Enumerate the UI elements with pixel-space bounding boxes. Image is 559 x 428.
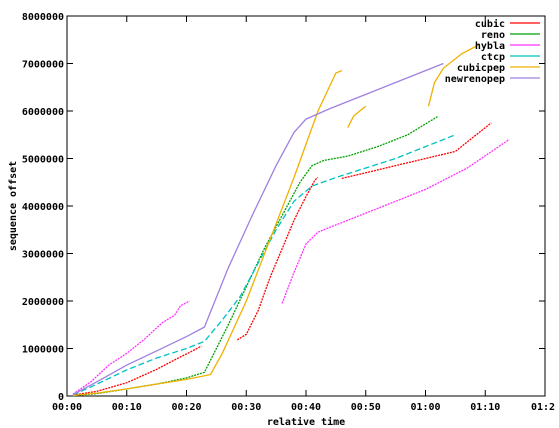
x-tick-label-0: 00:00	[52, 402, 82, 413]
series-ctcp	[72, 134, 456, 396]
series-layer	[72, 43, 510, 397]
y-tick-label-7: 7000000	[22, 60, 64, 71]
series-line-cubicpep-1	[347, 105, 367, 128]
legend-label-reno: reno	[481, 30, 505, 41]
x-tick-label-7: 01:10	[470, 402, 500, 413]
series-reno	[72, 116, 438, 397]
y-tick-label-4: 4000000	[22, 202, 64, 213]
y-tick-label-0: 0	[58, 392, 64, 403]
y-tick-label-5: 5000000	[22, 155, 64, 166]
series-line-hybla-1	[281, 138, 510, 304]
series-line-hybla-0	[72, 300, 190, 395]
series-line-ctcp-0	[72, 134, 456, 396]
x-tick-label-3: 00:30	[231, 402, 261, 413]
y-tick-label-2: 2000000	[22, 297, 64, 308]
series-line-cubicpep-2	[427, 43, 480, 107]
series-line-cubic-1	[236, 176, 319, 341]
legend-label-cubicpep: cubicpep	[457, 62, 505, 74]
x-tick-label-6: 01:00	[410, 402, 440, 413]
legend-label-ctcp: ctcp	[481, 52, 505, 63]
series-line-reno-0	[72, 116, 438, 397]
x-tick-label-8: 01:2	[531, 402, 555, 413]
x-tick-label-1: 00:10	[112, 402, 142, 413]
series-cubicpep	[72, 43, 480, 397]
x-axis-title: relative time	[267, 416, 345, 428]
series-line-cubicpep-0	[72, 69, 343, 397]
legend-label-newrenopep: newrenopep	[445, 74, 505, 85]
series-line-cubic-2	[341, 122, 492, 180]
series-cubic	[72, 122, 492, 396]
y-tick-label-3: 3000000	[22, 250, 64, 261]
y-axis-title: sequence offset	[8, 161, 19, 251]
series-newrenopep	[72, 62, 444, 396]
x-tick-label-5: 00:50	[351, 402, 381, 413]
x-tick-label-2: 00:20	[171, 402, 201, 413]
series-hybla	[72, 138, 510, 395]
legend-label-cubic: cubic	[475, 18, 505, 30]
y-tick-label-8: 8000000	[22, 12, 64, 23]
axis-ticks: 00:00 00:10 00:20 00:30 00:40 00:50 01:00 01:10…	[22, 12, 555, 413]
y-tick-label-1: 1000000	[22, 345, 64, 356]
y-tick-label-6: 6000000	[22, 107, 64, 118]
x-tick-label-4: 00:40	[291, 402, 321, 413]
series-line-newrenopep-0	[72, 62, 444, 396]
legend-label-hybla: hybla	[475, 41, 505, 52]
series-line-cubic-0	[72, 345, 202, 396]
